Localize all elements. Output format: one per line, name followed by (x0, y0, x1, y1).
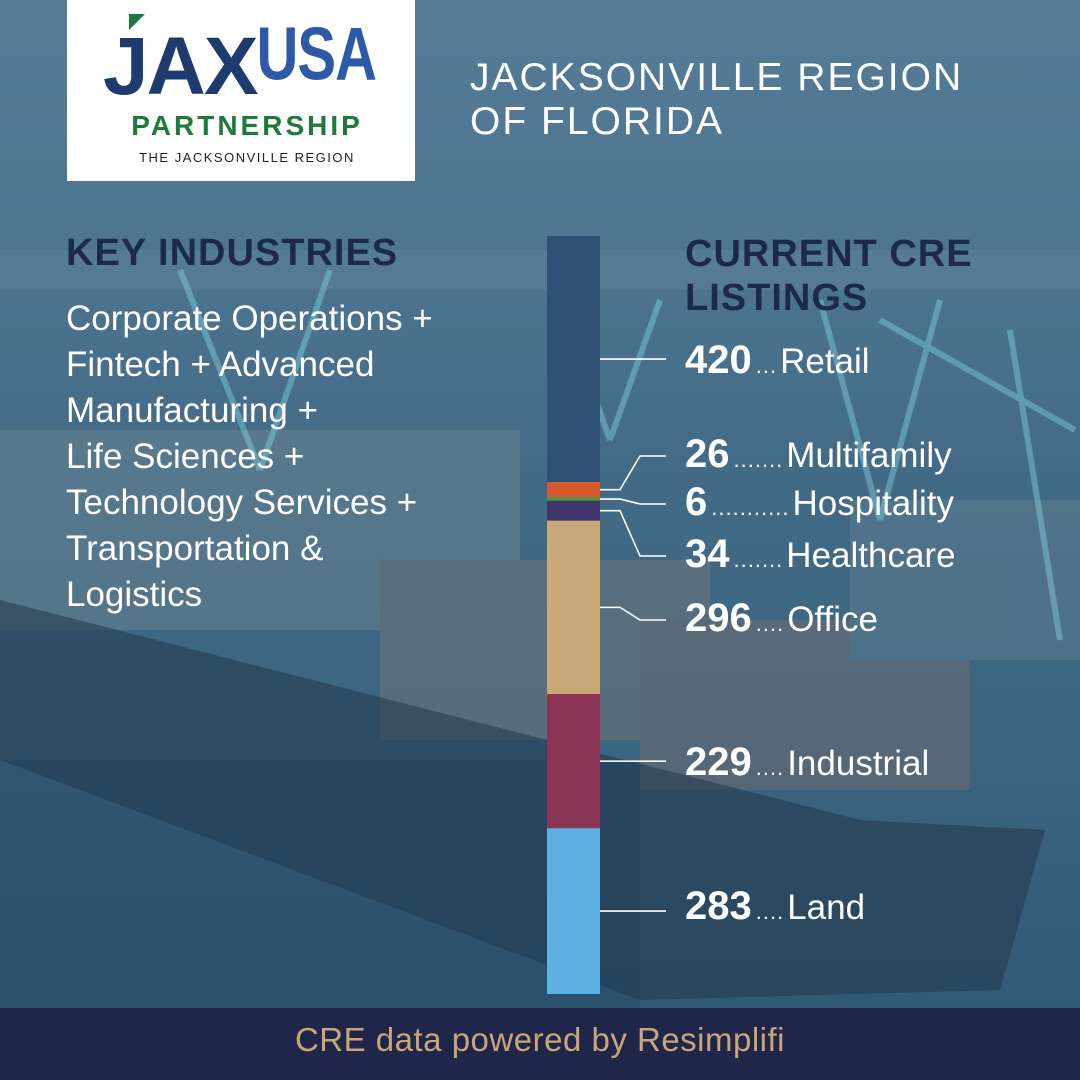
listing-row-land: 283.... Land (685, 884, 1075, 928)
industry-line: Technology Services + (66, 483, 418, 522)
listing-count: 420 (685, 338, 752, 382)
listing-dot-leader: .... (755, 755, 785, 780)
bar-segment-hospitality (547, 497, 600, 501)
cre-listings-heading: CURRENT CRE LISTINGS (685, 232, 1045, 320)
listing-row-multifamily: 26....... Multifamily (685, 432, 1075, 476)
listing-count: 229 (685, 740, 752, 784)
listing-row-office: 296.... Office (685, 596, 1075, 640)
bar-segment-land (547, 828, 600, 994)
jaxusa-partnership-logo: JAXUSA PARTNERSHIP THE JACKSONVILLE REGI… (67, 0, 415, 181)
listing-count: 26 (685, 432, 730, 476)
listing-dot-leader: ....... (733, 547, 784, 572)
listing-count: 283 (685, 884, 752, 928)
listing-row-healthcare: 34....... Healthcare (685, 532, 1075, 576)
leader-line-office (600, 606, 666, 621)
leader-line-hospitality (600, 498, 666, 505)
footer-credit: CRE data powered by Resimplifi (294, 1021, 786, 1058)
logo-tagline: THE JACKSONVILLE REGION (139, 150, 355, 165)
listing-category: Retail (780, 342, 870, 381)
listing-dot-leader: .... (755, 899, 785, 924)
industry-line: Life Sciences + (66, 437, 305, 476)
listing-count: 296 (685, 596, 752, 640)
region-title-line: JACKSONVILLE REGION (470, 56, 964, 99)
listing-category: Office (787, 600, 878, 639)
footer-bar: CRE data powered by Resimplifi (0, 1008, 1080, 1080)
listing-category: Multifamily (786, 436, 952, 475)
listing-row-retail: 420... Retail (685, 338, 1075, 382)
listing-category: Land (787, 888, 866, 927)
bar-segment-office (547, 520, 600, 695)
leader-line-multifamily (600, 455, 666, 491)
logo-partnership-text: PARTNERSHIP (131, 110, 363, 141)
listing-count: 34 (685, 532, 730, 576)
bar-segment-healthcare (547, 500, 600, 521)
industry-line: Logistics (66, 575, 203, 614)
listing-row-industrial: 229.... Industrial (685, 740, 1075, 784)
listing-category: Healthcare (786, 536, 956, 575)
listing-dot-leader: ....... (733, 447, 784, 472)
listing-category: Industrial (787, 744, 930, 783)
bar-segment-multifamily (547, 482, 600, 498)
region-title: JACKSONVILLE REGION OF FLORIDA (470, 56, 1030, 144)
industry-line: Corporate Operations + (66, 299, 433, 338)
key-industries-heading: KEY INDUSTRIES (66, 232, 399, 274)
leader-line-healthcare (600, 509, 666, 557)
logo-wordmark: JAXUSA (103, 12, 377, 108)
listing-dot-leader: ... (755, 353, 778, 378)
bar-segment-industrial (547, 694, 600, 829)
region-title-line: OF FLORIDA (470, 100, 725, 143)
logo-jax-text: JAX (103, 21, 259, 112)
cre-heading-line: CURRENT CRE (685, 233, 973, 275)
logo-accent-mark (129, 14, 145, 30)
listing-count: 6 (685, 480, 708, 524)
bar-segment-retail (547, 236, 600, 483)
industry-line: Manufacturing + (66, 391, 318, 430)
logo-usa-text: USA (256, 11, 377, 97)
listing-row-hospitality: 6........... Hospitality (685, 480, 1075, 524)
key-industries-list: Corporate Operations + Fintech + Advance… (66, 296, 536, 618)
cre-heading-line: LISTINGS (685, 277, 869, 319)
industry-line: Transportation & (66, 529, 324, 568)
listing-dot-leader: ........... (711, 495, 790, 520)
listing-dot-leader: .... (755, 611, 785, 636)
industry-line: Fintech + Advanced (66, 345, 375, 384)
listing-category: Hospitality (792, 484, 954, 523)
